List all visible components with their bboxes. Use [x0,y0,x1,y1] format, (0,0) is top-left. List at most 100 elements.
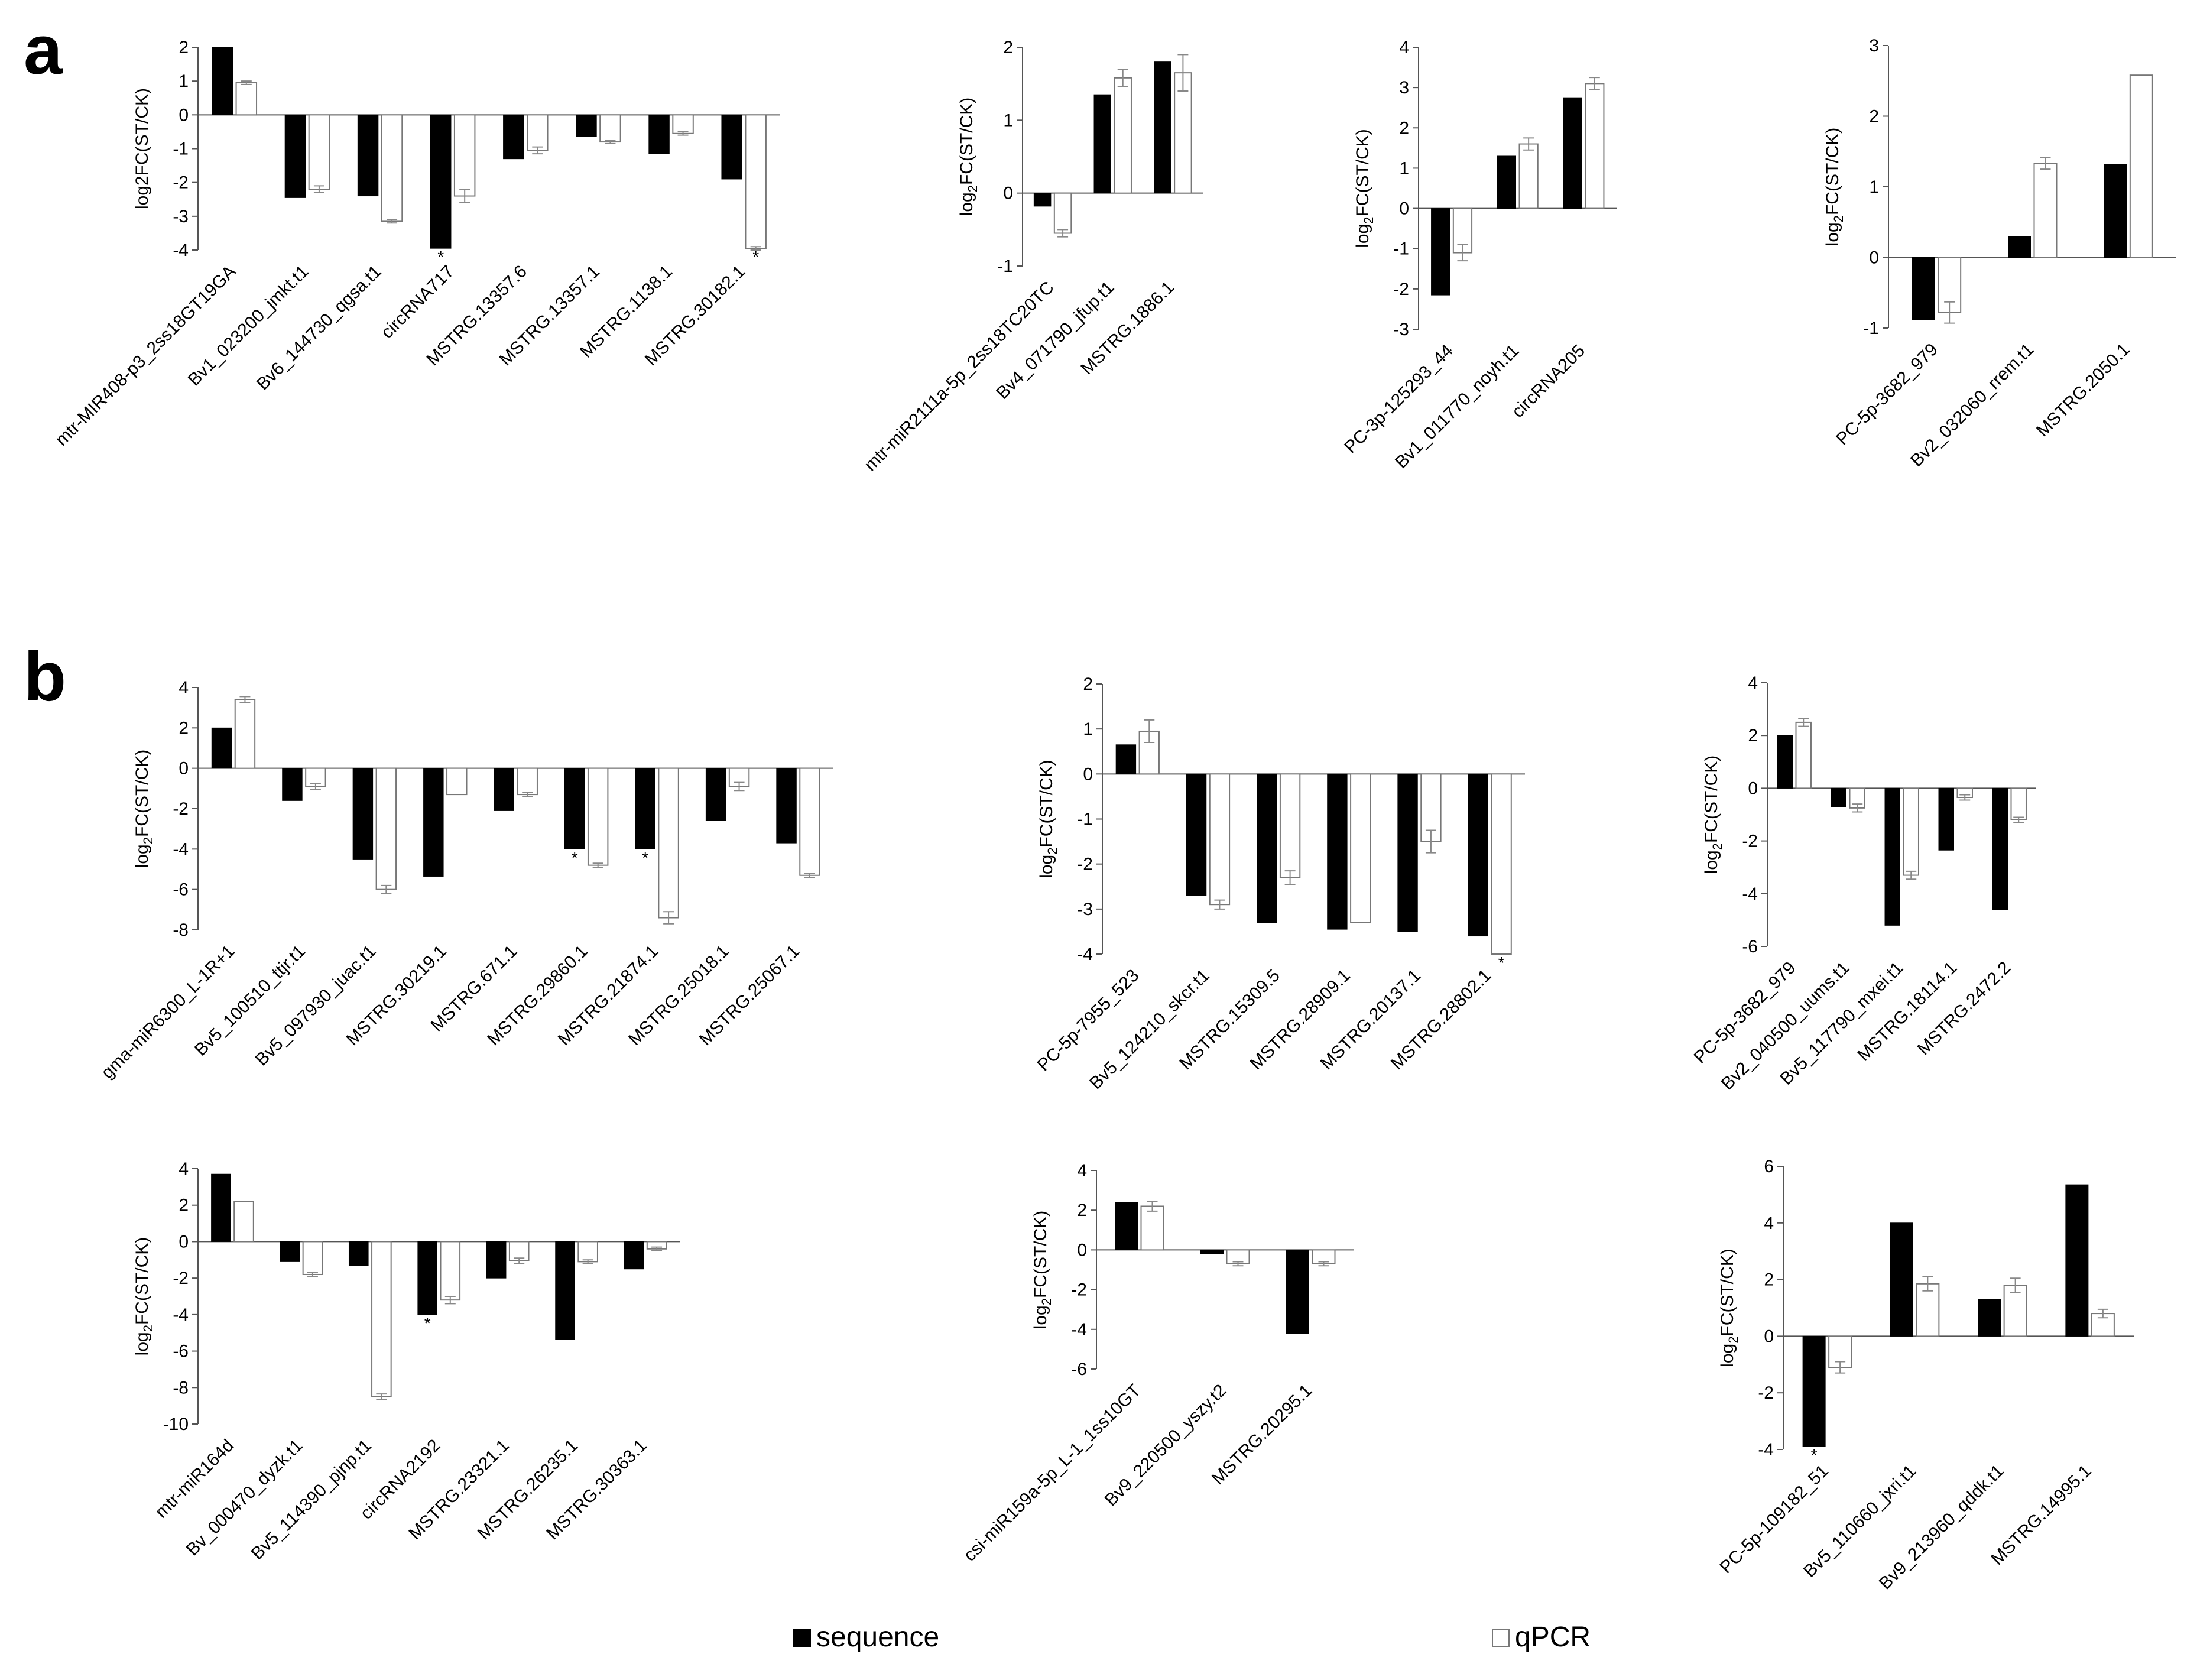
y-axis-title: log2FC(ST/CK) [1353,129,1376,248]
y-tick-label: 2 [1869,107,1879,127]
y-tick-label: 0 [179,1232,189,1251]
y-tick-label: 1 [179,72,189,91]
bar-sequence [1286,1249,1309,1334]
y-tick-label: -2 [1758,1383,1774,1403]
y-tick-label: 3 [1869,36,1879,56]
y-tick-label: 2 [179,718,189,738]
legend-item-qpcr: qPCR [1492,1621,1591,1653]
y-tick-label: -6 [1071,1360,1087,1379]
category-label: Bv1_011770_noyh.t1 [1391,341,1523,472]
y-tick-label: 0 [1869,248,1879,268]
y-tick-label: 4 [1748,673,1758,693]
y-axis-title: log2FC(ST/CK) [132,1237,155,1356]
y-tick-label: 2 [179,1196,189,1215]
y-tick-label: 4 [179,1159,189,1179]
bar-qpcr [1795,721,1812,789]
y-tick-label: -8 [173,1378,189,1397]
y-tick-label: 4 [1764,1214,1774,1233]
bar-sequence [1884,787,1901,926]
y-tick-label: -1 [173,140,189,159]
bar-qpcr [1114,77,1132,194]
chart-8: 420-2-4-6-8-10log2FC(ST/CK)mtr-miR164dBv… [132,1159,680,1564]
y-tick-label: 0 [1748,779,1758,798]
significance-star: * [424,1314,431,1332]
y-tick-label: -2 [1742,832,1758,851]
y-tick-label: 2 [1077,1201,1087,1220]
bar-sequence [212,47,233,115]
chart-3: 4 3 2 1 0 -1 -2 -3 log2FC(ST/CK) PC-3p-125293_44B… [1341,38,1617,472]
bar-sequence [1912,257,1935,320]
chart-5: 4 2 0 -2 -4 -6 -8 log2FC(ST/CK) gma-miR6300_L-1R… [98,678,833,1082]
bar-qpcr [1053,192,1072,234]
y-tick-label: -6 [173,880,189,900]
y-tick-label: -1 [997,257,1013,276]
legend-label-sequence: sequence [816,1621,939,1653]
bar-sequence [423,768,444,877]
category-label: Bv6_144730_qgsa.t1 [253,262,385,394]
y-axis-title: log2FC(ST/CK) [132,750,155,868]
bar-sequence [1154,61,1171,194]
bar-sequence [1802,1335,1826,1447]
y-tick-label: 4 [1077,1161,1087,1180]
significance-star: * [752,248,759,266]
bar-qpcr [2033,163,2058,258]
y-tick-label: -2 [173,1269,189,1288]
y-tick-label: 2 [1764,1270,1774,1290]
bar-sequence [1497,155,1517,209]
bar-qpcr [599,114,621,143]
bar-qpcr [233,1201,254,1243]
y-tick-label: -1 [1863,319,1879,338]
y-tick-label: 2 [1083,674,1093,694]
y-tick-label: -6 [173,1342,189,1361]
y-tick-label: -1 [1393,239,1409,259]
y-tick-label: 0 [179,105,189,125]
bar-sequence [1257,773,1277,923]
category-label: Bv5_097930_juac.t1 [252,942,380,1070]
bar-sequence [211,727,232,769]
bar-sequence [635,768,655,849]
bar-qpcr [381,114,403,222]
significance-star: * [572,848,578,867]
y-tick-label: -6 [1742,937,1758,956]
bar-qpcr [1350,773,1371,923]
bar-sequence [1890,1222,1913,1337]
bar-sequence [1992,787,2008,910]
bar-qpcr [577,1241,598,1263]
y-tick-label: 1 [1869,177,1879,197]
y-tick-label: -4 [173,839,189,859]
bar-sequence [2065,1184,2089,1337]
significance-star: * [1498,953,1505,972]
y-tick-label: 1 [1399,158,1409,178]
bar-qpcr [371,1241,392,1397]
y-tick-label: 4 [1399,38,1409,57]
y-axis-title: log2FC(ST/CK) [132,88,152,209]
category-label: csi-miR159a-5p_L-1_1ss10GT [960,1381,1144,1565]
bar-sequence [576,114,597,137]
y-axis-title: log2FC(ST/CK) [1037,760,1060,878]
y-tick-label: 4 [179,678,189,698]
bar-sequence [211,1173,231,1242]
y-axis-title: log2FC(ST/CK) [1823,128,1846,247]
legend-label-qpcr: qPCR [1515,1621,1591,1653]
bar-qpcr [527,114,549,151]
y-tick-label: -4 [1758,1440,1774,1460]
bar-qpcr [1279,773,1301,878]
bar-qpcr [587,767,609,866]
y-axis-title: log2FC(ST/CK) [957,98,980,216]
bar-sequence [564,768,585,849]
bar-sequence [1978,1299,2001,1337]
y-tick-label: -4 [1071,1320,1087,1340]
bar-sequence [721,114,742,180]
category-label: Bv1_023200_jmkt.t1 [184,262,313,390]
y-tick-label: -1 [1077,810,1093,829]
significance-star: * [1811,1446,1818,1464]
bar-qpcr [672,114,694,134]
y-tick-label: -3 [1077,900,1093,919]
bar-qpcr [658,767,679,919]
bar-sequence [284,114,306,198]
bar-qpcr [453,114,476,197]
y-tick-label: 1 [1003,111,1013,130]
category-label: PC-5p-3682_979 [1690,958,1800,1068]
y-axis-title: log2FC(ST/CK) [1031,1211,1054,1329]
bar-qpcr [446,767,468,796]
